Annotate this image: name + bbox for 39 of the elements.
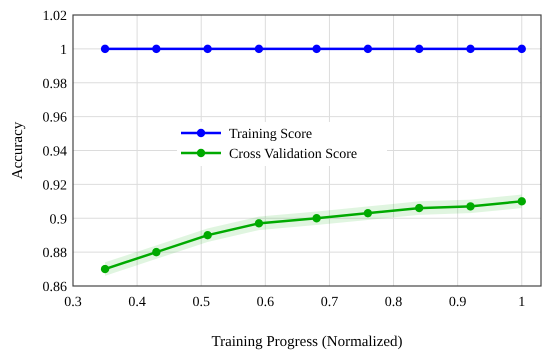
y-tick-label: 1.02 (42, 9, 67, 24)
x-tick-label: 0.8 (384, 295, 402, 310)
point (518, 197, 526, 206)
point (254, 219, 264, 228)
point (312, 214, 321, 222)
x-tick-label: 0.7 (320, 295, 338, 310)
point (203, 230, 212, 240)
point (518, 44, 526, 54)
legend-label: Cross Validation Score (229, 147, 358, 162)
x-tick-label: 0.5 (192, 295, 210, 310)
point (203, 44, 212, 54)
y-tick-label: 0.86 (42, 280, 67, 295)
point (414, 204, 424, 212)
x-tick-label: 0.3 (64, 295, 82, 310)
y-axis-title: Accuracy (10, 121, 26, 180)
y-tick-label: 0.98 (42, 76, 67, 92)
x-tick-label: 1 (518, 295, 526, 310)
point (100, 264, 110, 274)
point (312, 44, 321, 54)
y-tick-label: 0.92 (42, 178, 67, 194)
point (414, 44, 424, 54)
y-tick-label: 1 (60, 42, 67, 58)
point (152, 248, 161, 256)
point (152, 44, 161, 54)
point (466, 44, 475, 54)
y-tick-label: 0.88 (42, 246, 67, 262)
y-tick-label: 0.9 (50, 212, 67, 228)
x-tick-label: 0.6 (256, 295, 274, 310)
point (254, 44, 264, 54)
y-tick-label: 0.94 (42, 144, 67, 160)
point (100, 44, 110, 54)
point (364, 44, 372, 54)
y-tick-label: 0.96 (42, 110, 67, 126)
x-tick-label: 0.9 (448, 295, 466, 310)
point (364, 208, 372, 218)
point (466, 202, 475, 211)
x-axis-title: Training Progress (Normalized) (211, 334, 403, 350)
x-tick-label: 0.4 (128, 295, 146, 310)
legend-label: Training Score (229, 127, 312, 142)
